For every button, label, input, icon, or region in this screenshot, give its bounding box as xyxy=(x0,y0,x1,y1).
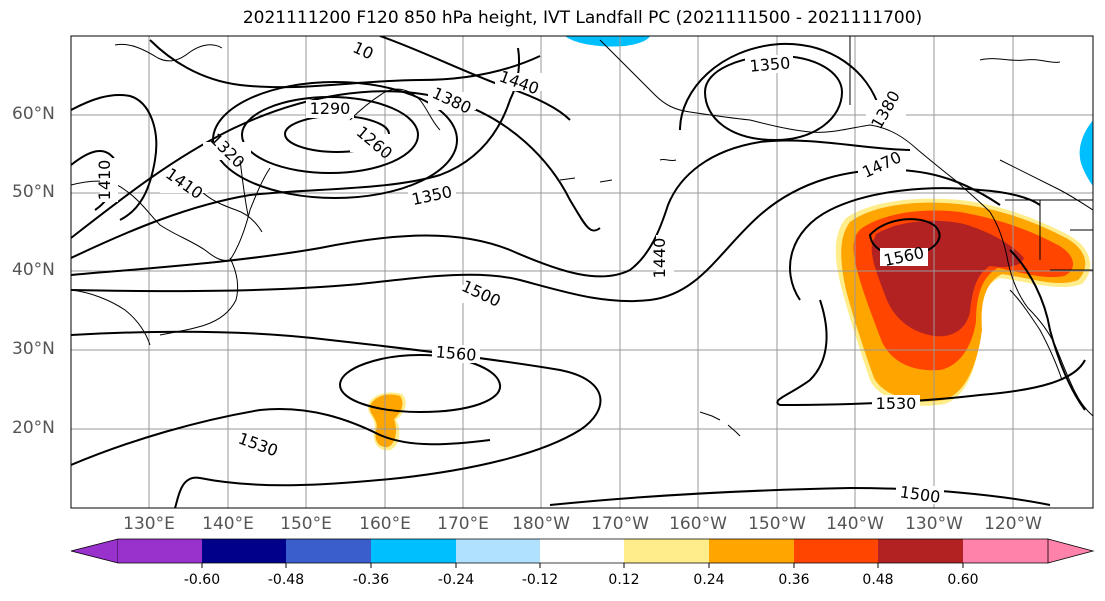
longitude-label: 130°W xyxy=(905,514,963,534)
longitude-label: 160°W xyxy=(669,514,727,534)
longitude-label: 170°E xyxy=(437,514,489,534)
colorbar-tick-label: -0.48 xyxy=(267,572,305,588)
latitude-label: 50°N xyxy=(12,182,55,202)
plot-title: 2021111200 F120 850 hPa height, IVT Land… xyxy=(242,8,923,28)
longitude-label: 120°W xyxy=(984,514,1042,534)
latitude-label: 60°N xyxy=(12,104,55,124)
colorbar-tick-label: -0.12 xyxy=(521,572,559,588)
colorbar-tick-label: 0.12 xyxy=(608,572,640,588)
map-frame xyxy=(70,35,1094,509)
colorbar xyxy=(70,538,1095,568)
longitude-label: 160°E xyxy=(359,514,411,534)
latitude-label: 40°N xyxy=(12,260,55,280)
colorbar-tick-label: -0.36 xyxy=(352,572,390,588)
colorbar-tick-label: -0.60 xyxy=(183,572,221,588)
contour-label: 1530 xyxy=(876,394,917,413)
longitude-label: 170°W xyxy=(591,514,649,534)
colorbar-tick-label: 0.48 xyxy=(862,572,894,588)
colorbar-tick-label: 0.60 xyxy=(947,572,979,588)
contour-label: 1350 xyxy=(749,53,791,75)
contour-label: 1440 xyxy=(497,67,542,99)
longitude-label: 150°W xyxy=(748,514,806,534)
longitude-label: 140°W xyxy=(826,514,884,534)
longitude-label: 150°E xyxy=(280,514,332,534)
longitude-label: 130°E xyxy=(123,514,175,534)
contour-label: 1290 xyxy=(310,99,351,118)
latitude-label: 20°N xyxy=(12,418,55,438)
contour-label: 1440 xyxy=(650,238,669,279)
contour-label: 1500 xyxy=(459,276,504,310)
longitude-label: 180°W xyxy=(512,514,570,534)
ivt-negative-region-north xyxy=(565,36,650,47)
contour-label: 1560 xyxy=(435,342,477,364)
colorbar-tick-label: -0.24 xyxy=(437,572,475,588)
colorbar-tick-label: 0.36 xyxy=(778,572,810,588)
colorbar-tick-label: 0.24 xyxy=(693,572,725,588)
contour-label: 1410 xyxy=(162,164,206,203)
contour-label: 1380 xyxy=(429,83,474,117)
latitude-label: 30°N xyxy=(12,339,55,359)
contour-label: 1410 xyxy=(95,160,114,201)
ivt-negative-region-east xyxy=(1079,120,1093,186)
contour-labels: 10 1440 1350 1290 1380 1260 1320 1410 14… xyxy=(95,38,944,507)
contour-label: 1530 xyxy=(236,429,281,461)
longitude-label: 140°E xyxy=(202,514,254,534)
contour-label: 1470 xyxy=(859,147,904,181)
ivt-shading xyxy=(367,36,1093,451)
